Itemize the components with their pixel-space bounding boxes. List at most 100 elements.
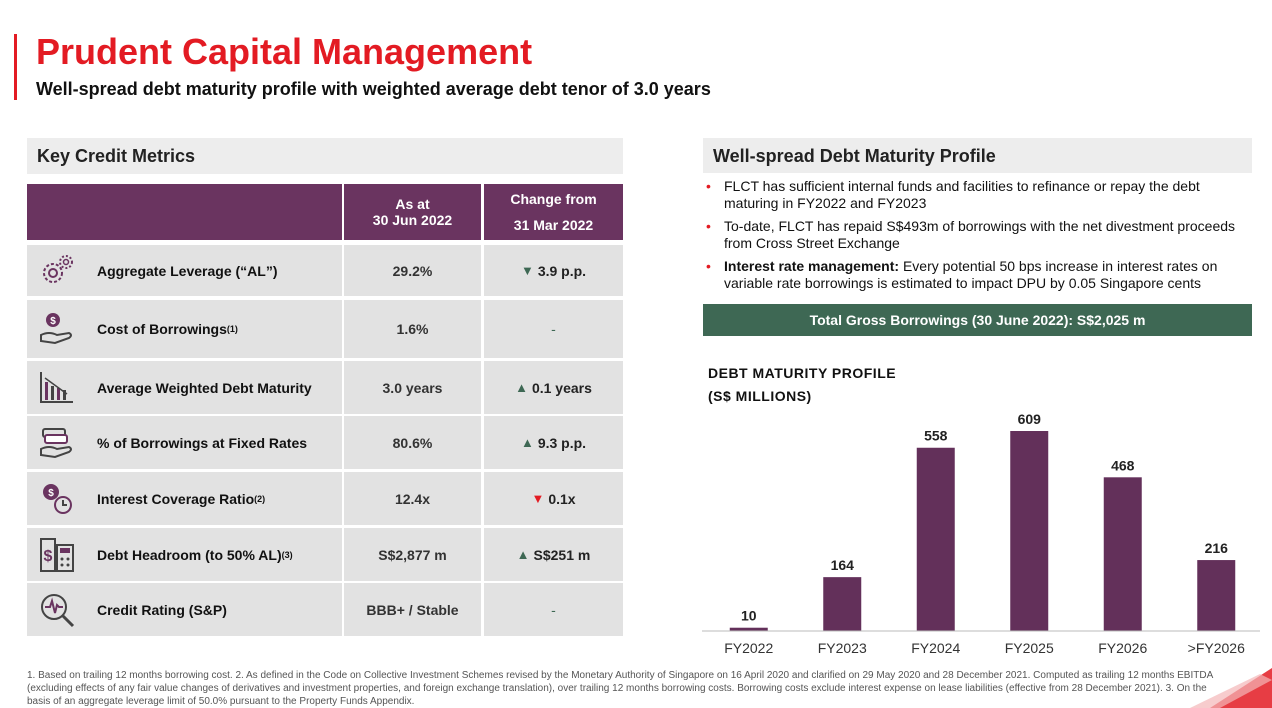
metric-label-cell: Average Weighted Debt Maturity <box>27 361 342 414</box>
chart-tick-label: >FY2026 <box>1188 640 1245 656</box>
metric-change-cell: - <box>484 583 623 636</box>
bullet-list: • FLCT has sufficient internal funds and … <box>706 178 1254 298</box>
metric-value: 29.2% <box>344 245 481 296</box>
metric-label: % of Borrowings at Fixed Rates <box>97 434 308 451</box>
chart-bar <box>729 627 768 631</box>
up-arrow-icon: ▲ <box>515 380 528 395</box>
header-change-from: Change from 31 Mar 2022 <box>484 184 623 240</box>
metric-label-cell: % of Borrowings at Fixed Rates <box>27 416 342 469</box>
bullet-item: • To-date, FLCT has repaid S$493m of borr… <box>706 218 1254 252</box>
dollar-calculator-icon: $ <box>37 535 77 575</box>
gears-icon <box>37 251 77 291</box>
metric-change-cell: ▲ S$251 m <box>484 528 623 581</box>
metric-change-cell: ▼ 3.9 p.p. <box>484 245 623 296</box>
header-as-at: As at 30 Jun 2022 <box>344 184 481 240</box>
bar-chart-icon <box>37 368 77 408</box>
metric-label-cell: $ Cost of Borrowings (1) <box>27 300 342 358</box>
metric-label-cell: Credit Rating (S&P) <box>27 583 342 636</box>
svg-text:$: $ <box>44 548 53 565</box>
metric-change: 3.9 p.p. <box>537 262 587 279</box>
metrics-header-blank <box>27 184 342 240</box>
svg-text:$: $ <box>50 316 56 327</box>
chart-title: DEBT MATURITY PROFILE <box>708 365 897 381</box>
cash-stack-icon <box>37 423 77 463</box>
down-arrow-icon: ▼ <box>531 491 545 506</box>
chart-data-label: 609 <box>1018 411 1042 427</box>
chart-bar <box>823 577 862 631</box>
chart-tick-label: FY2026 <box>1098 640 1147 656</box>
header-change-line1: Change from <box>510 191 597 207</box>
metric-label: Cost of Borrowings <box>97 321 227 337</box>
metric-change: - <box>551 601 556 618</box>
metric-change: S$251 m <box>533 546 591 563</box>
metric-label-cell: Aggregate Leverage (“AL”) <box>27 245 342 296</box>
up-arrow-icon: ▲ <box>520 435 534 450</box>
footnote-ref: (3) <box>281 549 293 560</box>
down-arrow-icon: ▼ <box>520 263 534 278</box>
chart-bar <box>1197 560 1236 631</box>
chart-tick-label: FY2023 <box>818 640 867 656</box>
footnote-ref: (2) <box>254 493 266 504</box>
metric-change-cell: ▼ 0.1x <box>484 472 623 525</box>
debt-maturity-chart: 10 FY2022 164 FY2023 558 FY2024 609 FY2025 468 FY… <box>702 411 1260 656</box>
chart-data-label: 558 <box>924 428 948 444</box>
metric-change-cell: ▲ 0.1 years <box>484 361 623 414</box>
bullet-dot-icon: • <box>706 258 711 274</box>
svg-text:$: $ <box>48 488 54 499</box>
up-arrow-icon: ▲ <box>516 547 530 562</box>
chart-data-label: 468 <box>1111 457 1135 473</box>
bullet-dot-icon: • <box>706 178 711 194</box>
metric-value: 1.6% <box>344 300 481 358</box>
header-as-at-line1: As at <box>395 196 430 212</box>
corner-decoration <box>1190 668 1272 708</box>
chart-data-label: 10 <box>741 608 757 624</box>
title-accent-bar <box>14 34 17 100</box>
metric-change: 0.1 years <box>531 379 592 396</box>
metric-change: 0.1x <box>548 490 576 507</box>
bullet-item: • Interest rate management: Every potenti… <box>706 258 1254 292</box>
chart-tick-label: FY2022 <box>724 640 773 656</box>
header-change-line2: 31 Mar 2022 <box>513 217 594 233</box>
metric-change: - <box>551 321 556 337</box>
page-title: Prudent Capital Management <box>36 31 533 72</box>
chart-data-label: 164 <box>831 557 855 573</box>
metric-value: 80.6% <box>344 416 481 469</box>
metric-label: Average Weighted Debt Maturity <box>97 379 312 396</box>
chart-subtitle: (S$ MILLIONS) <box>708 388 812 404</box>
metric-change-cell: ▲ 9.3 p.p. <box>484 416 623 469</box>
metric-change: 9.3 p.p. <box>537 434 587 451</box>
metric-label-cell: $ Interest Coverage Ratio (2) <box>27 472 342 525</box>
bullet-text: To-date, FLCT has repaid S$493m of borro… <box>724 218 1236 251</box>
metric-label: Debt Headroom (to 50% AL) <box>97 546 282 563</box>
coin-clock-icon: $ <box>37 479 77 519</box>
total-borrowings-banner: Total Gross Borrowings (30 June 2022): S… <box>703 304 1252 336</box>
magnifier-icon <box>37 590 77 630</box>
bullet-dot-icon: • <box>706 218 711 234</box>
chart-bar <box>1010 431 1049 631</box>
metric-label: Aggregate Leverage (“AL”) <box>97 262 278 279</box>
footnotes: 1. Based on trailing 12 months borrowing… <box>27 670 1213 707</box>
metric-change-cell: - <box>484 300 623 358</box>
header-as-at-line2: 30 Jun 2022 <box>372 212 453 228</box>
chart-bar <box>916 447 955 631</box>
chart-title-block: DEBT MATURITY PROFILE (S$ MILLIONS) <box>708 362 896 408</box>
metric-label-cell: $ Debt Headroom (to 50% AL) (3) <box>27 528 342 581</box>
key-credit-metrics-heading: Key Credit Metrics <box>27 138 623 174</box>
chart-tick-label: FY2025 <box>1005 640 1054 656</box>
metric-label: Credit Rating (S&P) <box>97 601 227 618</box>
footnote-ref: (1) <box>226 324 238 334</box>
metric-value: S$2,877 m <box>344 528 481 581</box>
metric-value: 3.0 years <box>344 361 481 414</box>
chart-tick-label: FY2024 <box>911 640 960 656</box>
bullet-bold: Interest rate management: <box>724 258 900 274</box>
chart-bar <box>1103 477 1142 631</box>
page-subtitle: Well-spread debt maturity profile with w… <box>36 79 711 99</box>
chart-data-label: 216 <box>1205 540 1229 556</box>
money-hand-icon: $ <box>37 309 77 349</box>
debt-maturity-heading: Well-spread Debt Maturity Profile <box>703 138 1252 173</box>
bullet-text: FLCT has sufficient internal funds and f… <box>724 178 1200 211</box>
metric-value: BBB+ / Stable <box>344 583 481 636</box>
metric-value: 12.4x <box>344 472 481 525</box>
bullet-item: • FLCT has sufficient internal funds and … <box>706 178 1254 212</box>
bullet-text: Every potential 50 bps increase in inter… <box>724 258 1218 291</box>
